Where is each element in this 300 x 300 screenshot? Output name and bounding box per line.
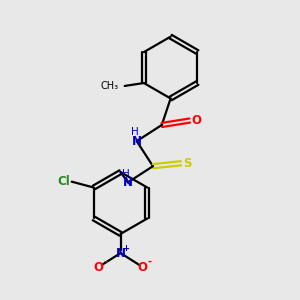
Text: +: +: [122, 244, 129, 253]
Text: Cl: Cl: [58, 175, 70, 188]
Text: N: N: [116, 247, 126, 260]
Text: -: -: [104, 257, 108, 267]
Text: N: N: [132, 135, 142, 148]
Text: H: H: [122, 169, 129, 178]
Text: -: -: [148, 257, 152, 267]
Text: H: H: [130, 127, 138, 137]
Text: CH₃: CH₃: [101, 81, 119, 91]
Text: O: O: [192, 114, 202, 127]
Text: S: S: [183, 157, 191, 170]
Text: O: O: [138, 261, 148, 274]
Text: N: N: [123, 176, 133, 189]
Text: O: O: [94, 261, 103, 274]
